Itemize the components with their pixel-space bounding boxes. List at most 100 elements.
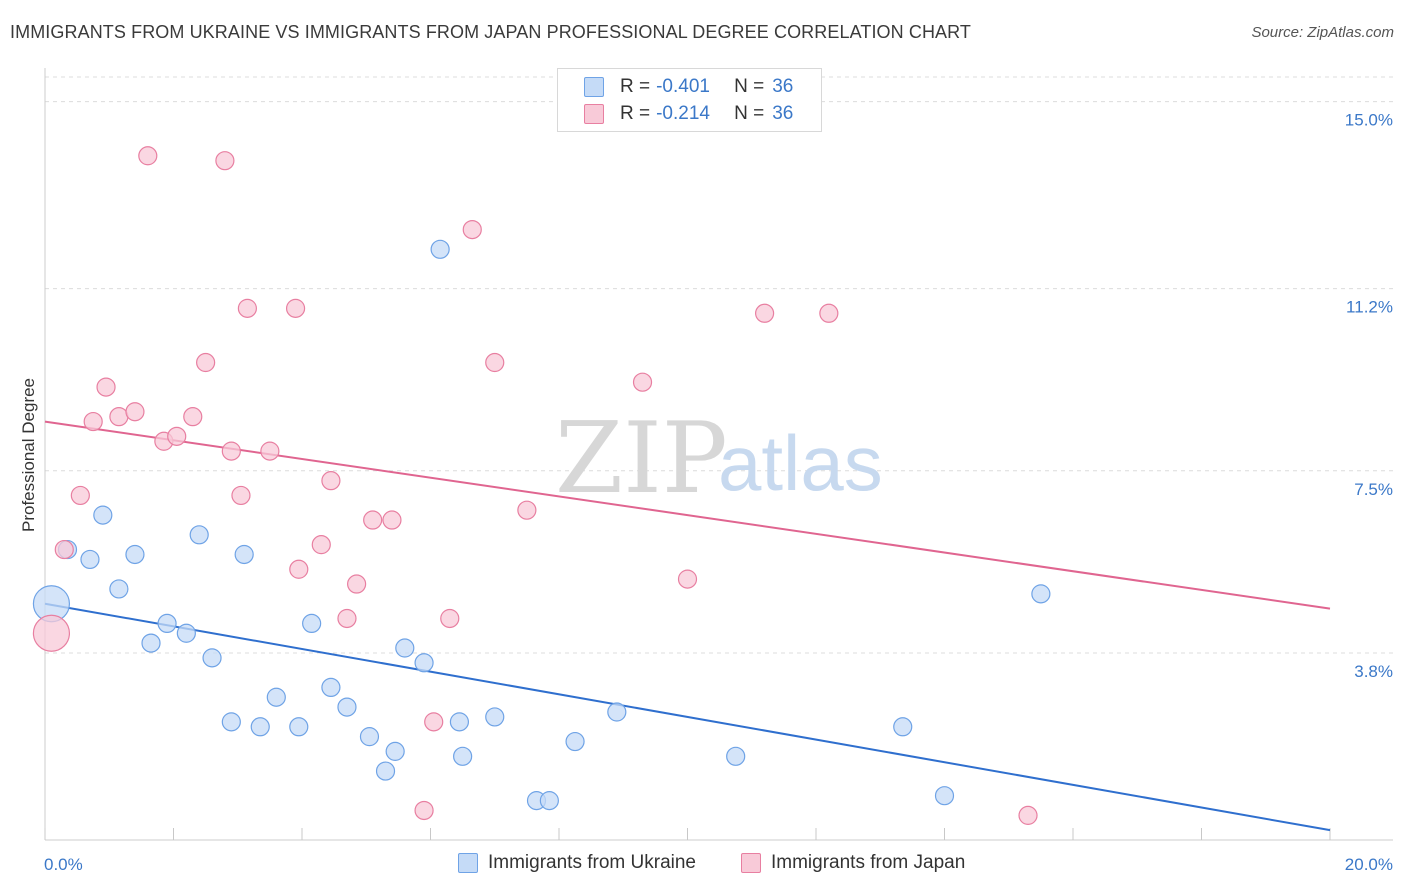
ukraine-point	[157, 613, 177, 634]
ukraine-legend-swatch	[458, 853, 478, 873]
ukraine-point	[266, 687, 286, 707]
ukraine-point	[485, 707, 505, 727]
ukraine-point	[176, 623, 196, 643]
ukraine-point	[539, 791, 559, 811]
japan-point	[215, 151, 235, 171]
japan-point	[677, 569, 698, 589]
watermark-zip: ZIP	[555, 402, 728, 516]
r-value: -0.401	[656, 76, 710, 97]
ukraine-point	[289, 717, 309, 737]
grid-lines	[45, 76, 1393, 654]
ukraine-point	[934, 786, 955, 806]
n-label: N =	[734, 103, 765, 124]
x-tick-label-max: 20.0%	[1345, 855, 1393, 874]
n-value: 36	[772, 76, 794, 97]
y-axis-label: Professional Degree	[19, 378, 38, 532]
ukraine-point	[359, 727, 380, 747]
japan-point	[109, 407, 129, 427]
ukraine-point	[430, 239, 450, 259]
y-tick-label: 7.5%	[1354, 480, 1393, 499]
r-label: R =	[620, 76, 651, 97]
japan-legend-label: Immigrants from Japan	[771, 852, 966, 873]
japan-swatch	[584, 104, 604, 124]
ukraine-point	[607, 702, 627, 722]
japan-legend-swatch	[741, 853, 761, 873]
japan-point	[231, 485, 251, 506]
legend-row-ukraine: R = -0.401 N = 36	[558, 74, 793, 100]
japan-point	[414, 800, 434, 821]
japan-point	[462, 220, 482, 240]
japan-point	[70, 485, 90, 506]
legend-item-japan: Immigrants from Japan	[741, 852, 965, 874]
ukraine-point	[125, 544, 145, 565]
ukraine-point	[337, 697, 357, 717]
ukraine-legend-label: Immigrants from Ukraine	[488, 852, 696, 873]
ukraine-point	[565, 731, 585, 752]
japan-point	[321, 471, 341, 491]
r-value: -0.214	[656, 103, 710, 124]
japan-point	[260, 441, 280, 461]
y-tick-label: 15.0%	[1345, 111, 1393, 130]
trend-lines	[44, 420, 1331, 832]
x-tick-label-min: 0.0%	[44, 855, 83, 874]
y-tick-label: 11.2%	[1346, 298, 1393, 317]
japan-point	[337, 608, 357, 629]
ukraine-point	[234, 544, 254, 565]
ukraine-point	[385, 741, 405, 761]
japan-point	[196, 352, 216, 373]
ukraine-point	[1031, 584, 1051, 604]
tick-labels: 3.8% 7.5% 11.2% 15.0% 0.0% 20.0%	[44, 111, 1393, 874]
ukraine-point	[893, 717, 913, 737]
ukraine-point	[453, 746, 473, 766]
japan-point	[382, 510, 402, 530]
n-label: N =	[734, 76, 765, 97]
ukraine-point	[141, 633, 161, 653]
japan-point	[632, 372, 653, 392]
japan-point	[221, 441, 241, 461]
japan-point	[289, 559, 309, 579]
japan-point	[83, 411, 103, 432]
ukraine-point	[250, 717, 270, 737]
japan-point	[237, 298, 257, 318]
y-tick-label: 3.8%	[1354, 662, 1393, 681]
r-label: R =	[620, 103, 651, 124]
ukraine-point	[414, 653, 434, 673]
ukraine-point	[375, 761, 396, 781]
japan-point	[138, 146, 158, 166]
japan-point	[440, 608, 460, 629]
ukraine-point	[302, 613, 322, 634]
japan-point	[183, 407, 203, 427]
legend-row-japan: R = -0.214 N = 36	[558, 101, 793, 127]
ukraine-point	[80, 549, 100, 570]
japan-point	[125, 402, 145, 422]
japan-point	[347, 574, 367, 594]
japan-point	[517, 500, 537, 520]
watermark-atlas: atlas	[718, 419, 883, 507]
japan-trend-line	[44, 420, 1331, 610]
japan-point	[167, 426, 187, 446]
ukraine-swatch	[584, 77, 604, 97]
japan-point	[754, 303, 775, 323]
ukraine-point	[395, 638, 415, 658]
source-label: Source: ZipAtlas.com	[1251, 24, 1394, 41]
ukraine-point	[189, 525, 209, 545]
correlation-legend: R = -0.401 N = 36 R = -0.214 N = 36	[557, 68, 822, 132]
japan-point	[311, 535, 331, 555]
ukraine-point	[449, 712, 470, 732]
ukraine-point	[202, 648, 222, 668]
watermark: ZIP atlas	[555, 402, 883, 516]
japan-point	[424, 712, 444, 732]
japan-point	[819, 303, 839, 323]
ukraine-point	[109, 579, 129, 599]
japan-point	[96, 377, 116, 397]
ukraine-point	[321, 677, 341, 698]
ukraine-point	[726, 746, 746, 766]
n-value: 36	[772, 103, 794, 124]
data-points	[32, 146, 1051, 825]
ukraine-point	[221, 712, 241, 732]
japan-point	[363, 510, 383, 530]
japan-point	[285, 298, 306, 318]
japan-point	[1018, 805, 1038, 825]
ukraine-trend-line	[44, 602, 1331, 832]
